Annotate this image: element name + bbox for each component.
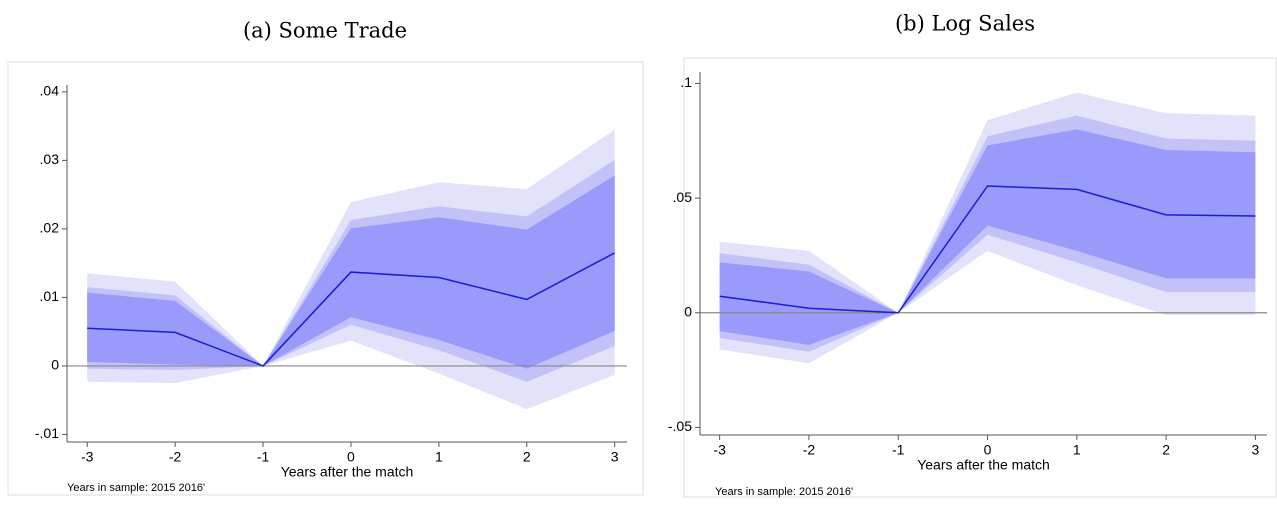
x-axis-title: Years after the match [917, 457, 1050, 473]
y-tick-label: .05 [673, 189, 693, 205]
x-tick-label: -3 [81, 449, 94, 465]
x-tick-label: 2 [523, 449, 531, 465]
x-tick-label: 1 [1073, 442, 1081, 458]
y-tick-label: 0 [684, 303, 692, 319]
estimate-line [87, 252, 616, 367]
x-tick-label: -1 [257, 449, 270, 465]
y-tick-label: .01 [40, 288, 60, 304]
x-tick-label: -2 [169, 449, 182, 465]
x-axis-title: Years after the match [281, 464, 414, 480]
note: Years in sample: 2015 2016' [67, 482, 205, 494]
y-tick-label: .02 [40, 220, 60, 236]
x-tick-label: 1 [435, 449, 443, 465]
y-tick-label: -.01 [35, 425, 59, 441]
y-tick-label: .03 [40, 151, 60, 167]
x-tick-label: 3 [611, 449, 619, 465]
x-tick-label: 3 [1251, 442, 1259, 458]
x-tick-label: -2 [803, 442, 816, 458]
panel-frame [683, 57, 1277, 498]
y-tick-label: .04 [40, 83, 60, 99]
x-tick-label: 2 [1162, 442, 1170, 458]
y-tick-label: -.05 [668, 418, 692, 434]
panel-title: (b) Log Sales [895, 12, 1035, 36]
confidence-band [719, 129, 1256, 345]
y-tick-label: .1 [680, 74, 692, 90]
note: Years in sample: 2015 2016' [715, 486, 853, 498]
x-tick-label: 0 [347, 449, 355, 465]
x-tick-label: 0 [984, 442, 992, 458]
x-tick-label: -1 [892, 442, 905, 458]
x-tick-label: -3 [713, 442, 726, 458]
y-tick-label: 0 [51, 357, 59, 373]
estimate-line [719, 185, 1256, 314]
panel-title: (a) Some Trade [243, 19, 407, 43]
panel-frame [7, 61, 644, 496]
